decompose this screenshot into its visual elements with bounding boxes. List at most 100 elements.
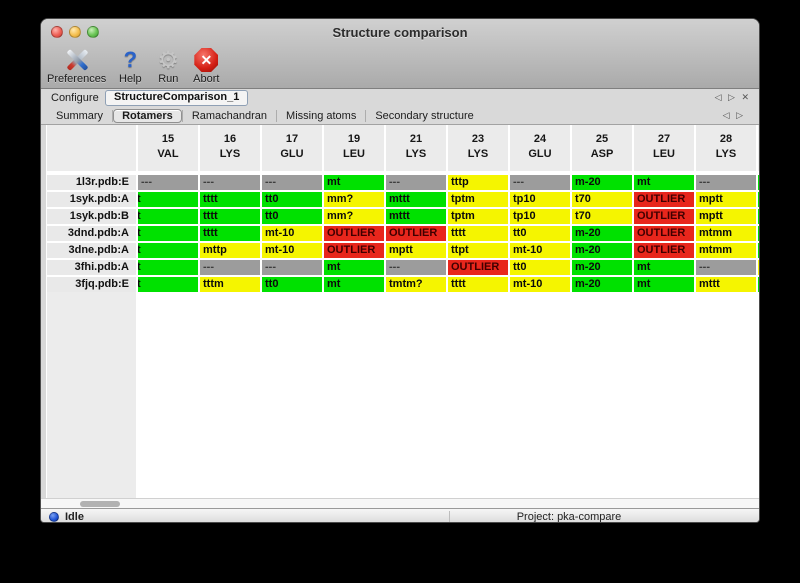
rotamer-cell[interactable]: t: [138, 243, 198, 258]
rotamer-cell[interactable]: mt-10: [510, 243, 570, 258]
rotamer-cell[interactable]: tp10: [510, 209, 570, 224]
close-window-button[interactable]: [51, 26, 63, 38]
rotamer-cell[interactable]: OUTLIER: [634, 209, 694, 224]
rotamer-cell[interactable]: mt-10: [510, 277, 570, 292]
tab-summary[interactable]: Summary: [56, 110, 104, 122]
zoom-window-button[interactable]: [87, 26, 99, 38]
row-label[interactable]: 1syk.pdb:B: [47, 209, 136, 224]
column-header[interactable]: 15 VAL: [138, 125, 198, 171]
rotamer-cell[interactable]: mt: [324, 260, 384, 275]
rotamer-cell[interactable]: tt0: [510, 260, 570, 275]
rotamer-cell[interactable]: ---: [510, 175, 570, 190]
rotamer-cell[interactable]: mttp: [200, 243, 260, 258]
row-label[interactable]: 3fjq.pdb:E: [47, 277, 136, 292]
rotamer-cell[interactable]: mt: [634, 175, 694, 190]
column-header[interactable]: 21 LYS: [386, 125, 446, 171]
rotamer-cell[interactable]: m-20: [572, 260, 632, 275]
rotamer-cell[interactable]: ---: [200, 260, 260, 275]
rotamer-cell[interactable]: OUTLIER: [634, 226, 694, 241]
title-bar[interactable]: Structure comparison: [41, 19, 759, 45]
preferences-button[interactable]: Preferences: [47, 47, 106, 85]
run-button[interactable]: ⚙ Run: [154, 47, 182, 86]
rotamer-cell[interactable]: OUTLIER: [324, 226, 384, 241]
rotamer-cell[interactable]: mt-10: [262, 243, 322, 258]
rotamer-cell[interactable]: mtmm: [696, 226, 756, 241]
rotamer-cell[interactable]: ---: [138, 175, 198, 190]
tab-secondary-structure[interactable]: Secondary structure: [375, 110, 474, 122]
tab-missing-atoms[interactable]: Missing atoms: [286, 110, 357, 122]
rotamer-cell[interactable]: t: [138, 260, 198, 275]
rotamer-cell[interactable]: mt: [324, 175, 384, 190]
row-label[interactable]: 3dnd.pdb:A: [47, 226, 136, 241]
rotamer-cell[interactable]: tp10: [510, 192, 570, 207]
rotamer-cell[interactable]: t: [138, 192, 198, 207]
rotamer-cell[interactable]: ttpt: [448, 243, 508, 258]
prev-arrow-icon[interactable]: ◁: [722, 110, 732, 120]
rotamer-cell[interactable]: t: [138, 209, 198, 224]
rotamer-cell[interactable]: OUTLIER: [386, 226, 446, 241]
next-arrow-icon[interactable]: ▷: [736, 110, 745, 120]
rotamer-cell[interactable]: tttt: [200, 226, 260, 241]
rotamer-cell[interactable]: tttt: [448, 277, 508, 292]
column-header[interactable]: 19 LEU: [324, 125, 384, 171]
rotamer-cell[interactable]: ---: [696, 175, 756, 190]
rotamer-cell[interactable]: tmtm?: [386, 277, 446, 292]
help-button[interactable]: ? Help: [116, 47, 144, 85]
rotamer-cell[interactable]: mt: [634, 277, 694, 292]
rotamer-cell[interactable]: mptt: [696, 209, 756, 224]
tab-ramachandran[interactable]: Ramachandran: [191, 110, 268, 122]
rotamer-cell[interactable]: mttt: [386, 209, 446, 224]
rotamer-cell[interactable]: OUTLIER: [634, 243, 694, 258]
rotamer-cell[interactable]: ---: [262, 175, 322, 190]
minimize-window-button[interactable]: [69, 26, 81, 38]
rotamer-cell[interactable]: mt: [324, 277, 384, 292]
rotamer-cell[interactable]: t: [138, 277, 198, 292]
rotamer-cell[interactable]: m-20: [572, 175, 632, 190]
rotamer-cell[interactable]: mm?: [324, 209, 384, 224]
prev-arrow-icon[interactable]: ◁: [714, 92, 724, 102]
rotamer-cell[interactable]: ---: [262, 260, 322, 275]
column-header[interactable]: 16 LYS: [200, 125, 260, 171]
rotamer-cell[interactable]: tptm: [448, 209, 508, 224]
rotamer-cell[interactable]: mttt: [696, 277, 756, 292]
rotamer-cell[interactable]: tptm: [448, 192, 508, 207]
rotamer-cell[interactable]: mptt: [696, 192, 756, 207]
rotamer-cell[interactable]: t: [138, 226, 198, 241]
rotamer-cell[interactable]: t70: [572, 209, 632, 224]
row-label[interactable]: 1l3r.pdb:E: [47, 175, 136, 190]
column-header[interactable]: 25 ASP: [572, 125, 632, 171]
rotamer-cell[interactable]: tttt: [448, 226, 508, 241]
rotamer-cell[interactable]: tttt: [200, 209, 260, 224]
rotamer-cell[interactable]: ---: [200, 175, 260, 190]
rotamer-cell[interactable]: tt0: [262, 277, 322, 292]
column-header[interactable]: 17 GLU: [262, 125, 322, 171]
rotamer-cell[interactable]: tttm: [200, 277, 260, 292]
rotamer-cell[interactable]: mm?: [324, 192, 384, 207]
row-label[interactable]: 3dne.pdb:A: [47, 243, 136, 258]
rotamer-cell[interactable]: tt0: [262, 209, 322, 224]
rotamer-cell[interactable]: OUTLIER: [448, 260, 508, 275]
rotamer-cell[interactable]: m-20: [572, 226, 632, 241]
horizontal-scrollbar[interactable]: [41, 498, 759, 508]
row-label[interactable]: 3fhi.pdb:A: [47, 260, 136, 275]
tab-rotamers[interactable]: Rotamers: [113, 109, 182, 123]
rotamer-cell[interactable]: mt-10: [262, 226, 322, 241]
rotamer-cell[interactable]: m-20: [572, 243, 632, 258]
column-header[interactable]: 27 LEU: [634, 125, 694, 171]
rotamer-cell[interactable]: ---: [386, 260, 446, 275]
next-arrow-icon[interactable]: ▷: [728, 92, 737, 102]
row-label[interactable]: 1syk.pdb:A: [47, 192, 136, 207]
rotamer-cell[interactable]: OUTLIER: [634, 192, 694, 207]
rotamer-cell[interactable]: tttt: [200, 192, 260, 207]
rotamer-cell[interactable]: t70: [572, 192, 632, 207]
configure-name-field[interactable]: StructureComparison_1: [105, 90, 249, 106]
column-header[interactable]: 28 LYS: [696, 125, 756, 171]
rotamer-cell[interactable]: tt0: [510, 226, 570, 241]
column-header[interactable]: 23 LYS: [448, 125, 508, 171]
rotamer-cell[interactable]: OUTLIER: [324, 243, 384, 258]
close-icon[interactable]: ✕: [741, 92, 751, 102]
rotamer-cell[interactable]: tt0: [262, 192, 322, 207]
rotamer-cell[interactable]: mt: [634, 260, 694, 275]
rotamer-cell[interactable]: mptt: [386, 243, 446, 258]
scrollbar-thumb[interactable]: [80, 501, 120, 507]
